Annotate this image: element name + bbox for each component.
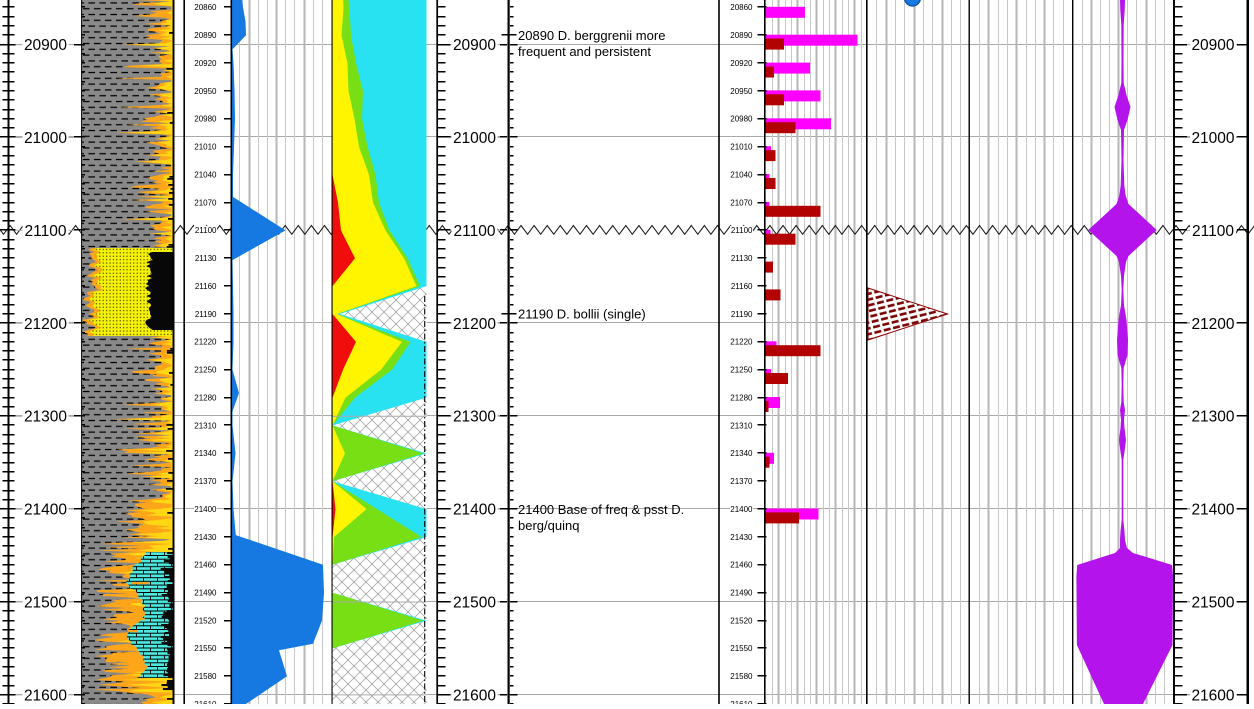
- svg-text:20900: 20900: [453, 37, 496, 54]
- svg-text:21550: 21550: [730, 644, 753, 653]
- svg-text:21520: 21520: [730, 616, 753, 625]
- svg-text:21430: 21430: [194, 533, 217, 542]
- svg-text:20950: 20950: [194, 87, 217, 96]
- svg-text:21250: 21250: [194, 366, 217, 375]
- svg-text:21220: 21220: [194, 338, 217, 347]
- svg-text:21500: 21500: [24, 595, 67, 612]
- svg-text:21400: 21400: [730, 505, 753, 514]
- svg-text:21600: 21600: [1191, 687, 1234, 704]
- svg-text:21010: 21010: [194, 143, 217, 152]
- svg-text:21400: 21400: [24, 502, 67, 519]
- svg-text:21500: 21500: [1191, 595, 1234, 612]
- svg-text:21580: 21580: [730, 672, 753, 681]
- svg-text:21600: 21600: [453, 687, 496, 704]
- svg-text:21010: 21010: [730, 143, 753, 152]
- svg-text:21190: 21190: [195, 310, 217, 319]
- svg-text:21190: 21190: [731, 310, 753, 319]
- svg-text:21490: 21490: [194, 589, 217, 598]
- svg-text:21430: 21430: [730, 533, 753, 542]
- svg-text:21000: 21000: [24, 130, 67, 147]
- svg-text:21160: 21160: [195, 282, 217, 291]
- svg-text:21100: 21100: [1192, 223, 1234, 240]
- svg-text:21070: 21070: [194, 198, 217, 207]
- svg-text:21130: 21130: [195, 254, 217, 263]
- svg-text:21160: 21160: [731, 282, 753, 291]
- svg-text:21190 D. bollii (single): 21190 D. bollii (single): [518, 307, 646, 322]
- svg-text:20920: 20920: [730, 59, 753, 68]
- svg-text:21370: 21370: [730, 477, 753, 486]
- svg-text:21100: 21100: [454, 223, 496, 240]
- svg-text:frequent and persistent: frequent and persistent: [518, 44, 651, 59]
- svg-text:21400: 21400: [194, 505, 217, 514]
- svg-text:21460: 21460: [194, 561, 217, 570]
- svg-text:21460: 21460: [730, 561, 753, 570]
- svg-text:berg/quinq: berg/quinq: [518, 518, 579, 533]
- svg-text:21220: 21220: [730, 338, 753, 347]
- svg-text:21000: 21000: [453, 130, 496, 147]
- svg-text:21310: 21310: [730, 421, 753, 430]
- svg-text:21130: 21130: [731, 254, 753, 263]
- svg-text:20890: 20890: [194, 31, 217, 40]
- svg-text:20890: 20890: [730, 31, 753, 40]
- svg-text:20900: 20900: [1191, 37, 1234, 54]
- svg-text:21500: 21500: [453, 595, 496, 612]
- svg-text:21340: 21340: [194, 449, 217, 458]
- svg-text:21200: 21200: [453, 316, 496, 333]
- svg-text:21040: 21040: [194, 171, 217, 180]
- svg-text:20890 D. berggrenii more: 20890 D. berggrenii more: [518, 28, 665, 43]
- svg-text:21520: 21520: [194, 616, 217, 625]
- svg-text:20860: 20860: [194, 3, 217, 12]
- svg-text:21310: 21310: [194, 421, 217, 430]
- svg-text:21610: 21610: [730, 700, 753, 704]
- svg-text:21250: 21250: [730, 366, 753, 375]
- svg-text:20950: 20950: [730, 87, 753, 96]
- svg-text:20920: 20920: [194, 59, 217, 68]
- svg-text:21300: 21300: [453, 409, 496, 426]
- svg-text:21040: 21040: [730, 171, 753, 180]
- svg-text:21580: 21580: [194, 672, 217, 681]
- svg-text:21600: 21600: [24, 687, 67, 704]
- svg-text:21100: 21100: [195, 226, 217, 235]
- svg-text:21300: 21300: [24, 409, 67, 426]
- svg-text:21300: 21300: [1191, 409, 1234, 426]
- svg-text:20900: 20900: [24, 37, 67, 54]
- svg-text:20980: 20980: [194, 115, 217, 124]
- svg-text:21280: 21280: [730, 393, 753, 402]
- svg-text:21100: 21100: [731, 226, 753, 235]
- svg-text:21370: 21370: [194, 477, 217, 486]
- svg-text:20860: 20860: [730, 3, 753, 12]
- svg-text:21490: 21490: [730, 589, 753, 598]
- svg-text:20980: 20980: [730, 115, 753, 124]
- svg-text:21400: 21400: [453, 502, 496, 519]
- svg-text:21200: 21200: [1191, 316, 1234, 333]
- svg-text:21280: 21280: [194, 393, 217, 402]
- svg-text:21400 Base of freq & psst D.: 21400 Base of freq & psst D.: [518, 502, 684, 517]
- svg-text:21610: 21610: [194, 700, 217, 704]
- svg-text:21200: 21200: [24, 316, 67, 333]
- svg-text:21000: 21000: [1191, 130, 1234, 147]
- svg-text:21100: 21100: [25, 223, 67, 240]
- svg-text:21340: 21340: [730, 449, 753, 458]
- svg-text:21070: 21070: [730, 198, 753, 207]
- svg-text:21400: 21400: [1191, 502, 1234, 519]
- svg-text:21550: 21550: [194, 644, 217, 653]
